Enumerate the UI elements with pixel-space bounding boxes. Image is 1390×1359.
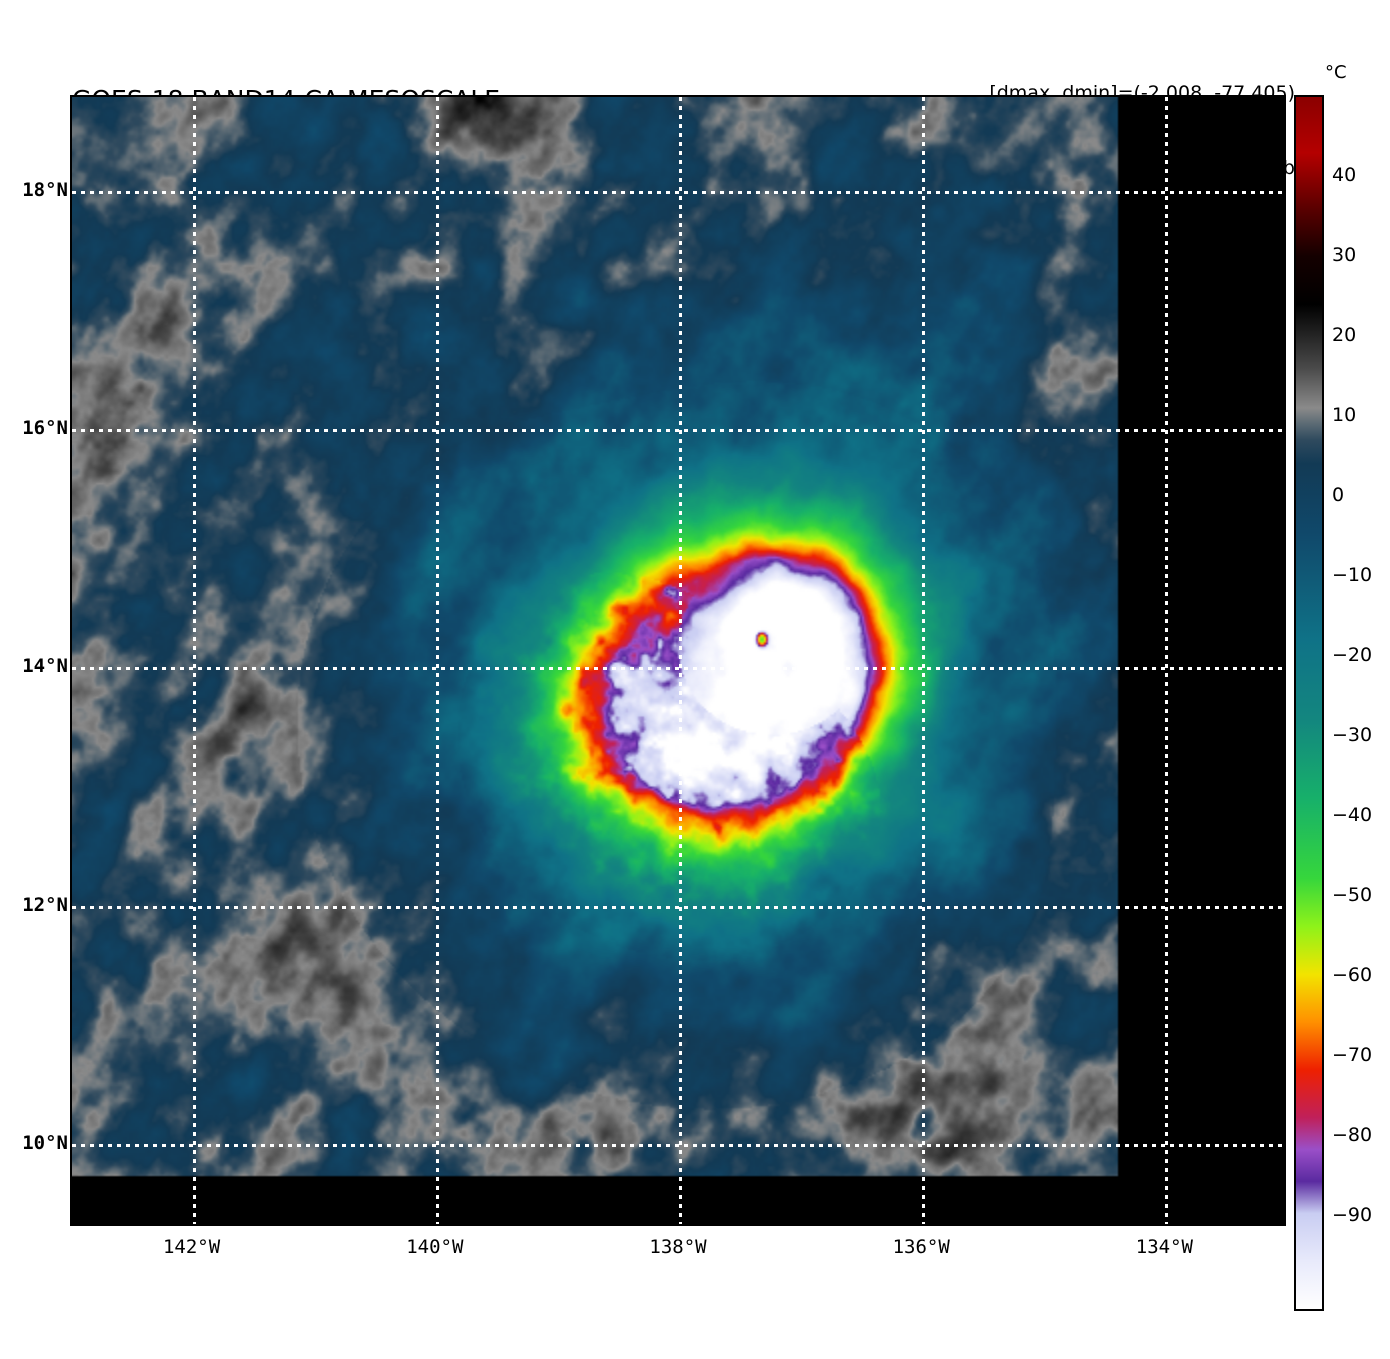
colorbar-tick-label: −70 (1332, 1044, 1373, 1066)
latitude-tick-label: 16°N (22, 417, 68, 440)
longitude-tick-label: 140°W (406, 1236, 464, 1258)
colorbar-tick-label: −80 (1332, 1124, 1373, 1146)
latitude-tick-label: 14°N (22, 655, 68, 678)
longitude-tick-label: 142°W (162, 1236, 221, 1258)
colorbar-tick-label: 40 (1332, 164, 1357, 186)
colorbar-tick-label: −10 (1332, 564, 1373, 586)
colorbar-unit-label: °C (1325, 62, 1347, 83)
satellite-image-plot[interactable]: Copyright © 2020-2025 Dapiya (70, 95, 1286, 1226)
longitude-tick-label: 134°W (1135, 1236, 1193, 1258)
satellite-imagery-canvas (72, 97, 1284, 1224)
latitude-tick-label: 10°N (22, 1131, 68, 1154)
colorbar-tick-label: 10 (1332, 404, 1357, 426)
longitude-tick-label: 136°W (892, 1236, 950, 1258)
colorbar-tick-label: −20 (1332, 644, 1373, 666)
temperature-colorbar[interactable] (1294, 95, 1324, 1311)
colorbar-tick-label: 20 (1332, 324, 1357, 346)
colorbar-tick-label: 30 (1332, 244, 1357, 266)
colorbar-tick-label: 0 (1332, 484, 1345, 506)
colorbar-tick-label: −30 (1332, 724, 1373, 746)
colorbar-tick-label: −60 (1332, 964, 1373, 986)
colorbar-tick-label: −40 (1332, 804, 1373, 826)
colorbar-gradient (1296, 97, 1322, 1309)
colorbar-tick-label: −50 (1332, 884, 1373, 906)
latitude-tick-label: 12°N (22, 893, 68, 916)
latitude-tick-label: 18°N (22, 179, 68, 202)
colorbar-tick-label: −90 (1332, 1204, 1373, 1226)
longitude-tick-label: 138°W (649, 1236, 707, 1258)
